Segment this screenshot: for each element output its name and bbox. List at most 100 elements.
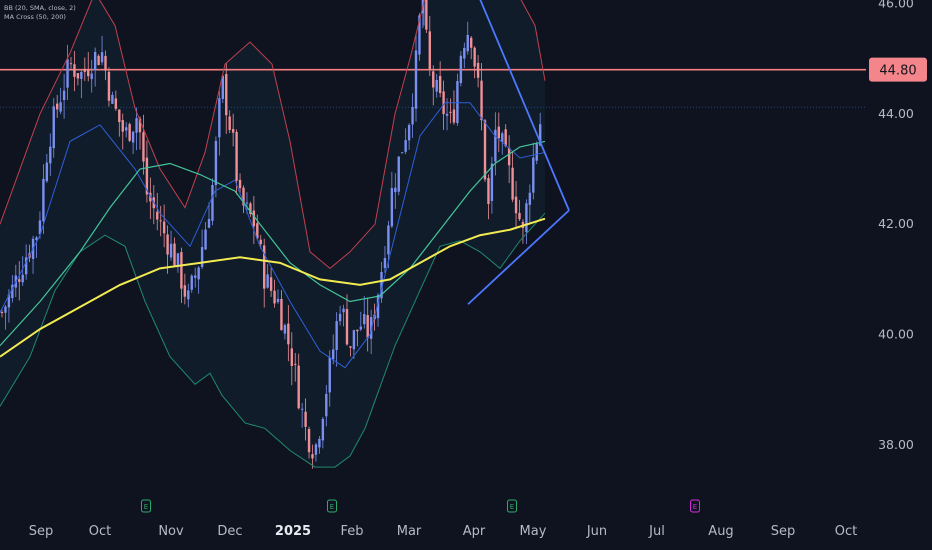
y-tick-label: 38.00: [878, 437, 914, 452]
candle-body: [263, 245, 266, 289]
candle-body: [304, 411, 307, 427]
ma-cross-legend[interactable]: MA Cross (50, 200): [4, 13, 66, 21]
x-tick-label: Nov: [158, 524, 184, 539]
candle-body: [183, 285, 187, 297]
candle-body: [273, 290, 276, 304]
candle-body: [497, 126, 500, 139]
candle-body: [318, 438, 321, 448]
bb-lower-line: [0, 212, 546, 468]
candle-body: [490, 163, 494, 201]
candle-body: [290, 348, 293, 366]
x-tick-label: Dec: [217, 524, 242, 539]
resistance-price-label: 44.80: [879, 64, 916, 79]
candle-body: [376, 294, 380, 319]
candle-body: [24, 257, 28, 275]
candle-body: [480, 80, 483, 121]
candle-body: [118, 109, 121, 123]
candle-body: [187, 290, 190, 300]
dividend-marker: E: [690, 499, 700, 513]
candle-body: [335, 321, 338, 351]
marker-box: [690, 499, 700, 513]
triangle-lower-trendline: [467, 209, 570, 305]
candle-body: [90, 73, 93, 80]
candle-body: [135, 118, 138, 133]
candle-body: [245, 202, 249, 204]
candle-body: [456, 81, 459, 124]
bb-legend[interactable]: BB (20, SMA, close, 2): [4, 4, 76, 12]
candle-body: [238, 179, 242, 189]
resistance-price-tag-bg: [869, 57, 927, 82]
candle-body: [435, 79, 438, 92]
candle-body: [225, 74, 228, 116]
candle-body: [321, 418, 325, 441]
candle-body: [169, 243, 173, 258]
candle-body: [76, 73, 80, 79]
candle-body: [466, 34, 469, 52]
candle-body: [69, 63, 73, 65]
candle-body: [352, 330, 356, 350]
candle-body: [190, 275, 193, 290]
candle-body: [269, 277, 273, 291]
candle-body: [407, 125, 411, 141]
x-tick-label: Oct: [89, 524, 111, 539]
candle-body: [276, 298, 280, 303]
candle-body: [359, 326, 362, 330]
candle-body: [363, 314, 366, 325]
candle-body: [204, 229, 207, 250]
candle-body: [356, 329, 359, 332]
candle-body: [0, 312, 4, 314]
candle-body: [528, 192, 532, 205]
candle-body: [107, 71, 111, 101]
marker-letter: E: [144, 503, 148, 511]
candle-body: [59, 102, 62, 112]
x-tick-label: Jul: [648, 524, 665, 539]
candle-body: [518, 212, 521, 220]
candle-body: [504, 129, 507, 147]
earnings-marker: E: [507, 499, 517, 513]
candle-body: [345, 309, 349, 345]
candle-body: [62, 90, 66, 101]
candle-body: [252, 210, 256, 227]
candle-body: [342, 308, 345, 313]
candle-body: [332, 349, 335, 360]
candle-body: [173, 243, 176, 266]
candle-body: [242, 187, 245, 206]
candle-body: [314, 444, 318, 455]
candle-body: [442, 91, 445, 115]
candle-body: [470, 37, 473, 48]
candle-body: [87, 69, 90, 77]
candle-body: [218, 98, 221, 138]
candle-body: [349, 346, 352, 348]
marker-box: [327, 499, 337, 513]
candle-body: [66, 59, 69, 88]
candle-body: [197, 267, 200, 280]
candle-body: [176, 253, 180, 266]
candle-body: [494, 129, 497, 162]
candle-body: [80, 71, 83, 79]
candle-body: [11, 284, 14, 299]
candle-body: [476, 62, 480, 78]
candle-body: [228, 116, 231, 130]
candle-body: [114, 98, 118, 109]
candle-body: [138, 118, 142, 133]
candle-body: [93, 51, 97, 71]
marker-letter: E: [330, 503, 334, 511]
indicator-legend: BB (20, SMA, close, 2) MA Cross (50, 200…: [4, 4, 76, 22]
candle-body: [525, 203, 528, 233]
candle-body: [18, 279, 21, 282]
candle-body: [366, 315, 369, 339]
candle-body: [325, 393, 328, 417]
candle-body: [49, 146, 52, 164]
x-tick-label: May: [520, 524, 547, 539]
candle-body: [7, 294, 11, 308]
candle-body: [21, 274, 24, 283]
candle-body: [428, 31, 431, 70]
candle-body: [56, 103, 59, 110]
earnings-marker: E: [327, 499, 337, 513]
candle-body: [501, 133, 504, 143]
candle-body: [38, 220, 42, 235]
candle-body: [45, 162, 49, 182]
x-tick-label: Oct: [835, 524, 857, 539]
y-tick-label: 42.00: [878, 216, 914, 231]
